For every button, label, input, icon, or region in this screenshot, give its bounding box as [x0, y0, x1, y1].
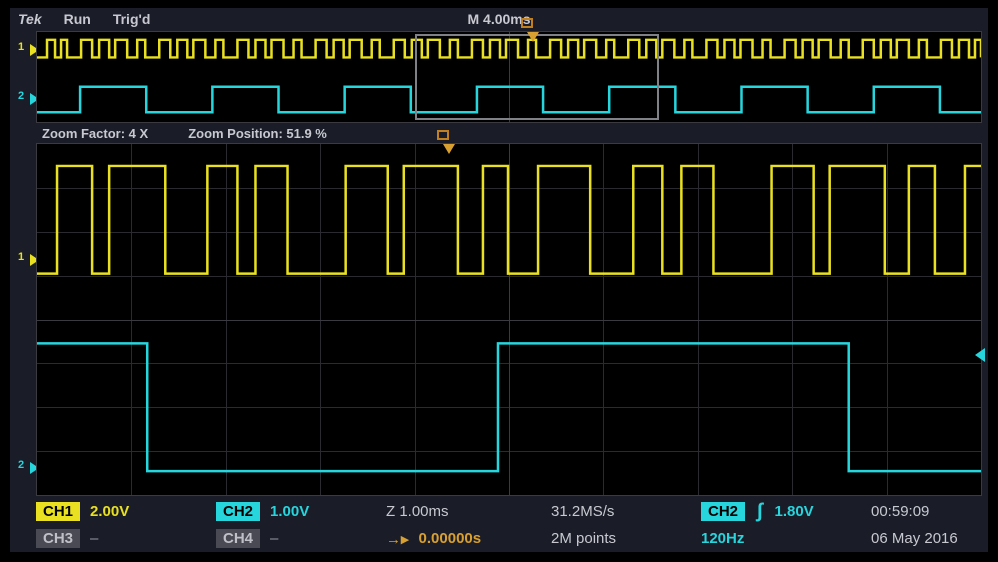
- overview-ch2-marker: 2: [20, 92, 34, 106]
- delay-readout: →▸ 0.00000s: [386, 530, 551, 548]
- trigger-level-value: 1.80V: [774, 503, 813, 520]
- main-waveforms: [37, 144, 981, 495]
- frequency-readout: 120Hz: [701, 530, 871, 547]
- main-graticule[interactable]: [36, 143, 982, 496]
- trigger-state: Trig'd: [113, 11, 151, 27]
- ch1-readout[interactable]: CH1 2.00V: [36, 502, 216, 521]
- footer-readouts: CH1 2.00V CH2 1.00V Z 1.00ms 31.2MS/s CH…: [36, 498, 982, 552]
- brand-label: Tek: [18, 11, 42, 27]
- zoom-factor-label: Zoom Factor: 4 X: [42, 126, 148, 141]
- zoom-timebase-readout: Z 1.00ms: [386, 503, 551, 520]
- run-state: Run: [64, 11, 91, 27]
- ch2-scale: 1.00V: [270, 503, 309, 520]
- ch3-scale: –: [90, 530, 98, 547]
- ch4-scale: –: [270, 530, 278, 547]
- time-readout: 00:59:09: [871, 503, 986, 520]
- delay-arrow-icon: →▸: [386, 530, 409, 548]
- trigger-readout[interactable]: CH2 ∫ 1.80V: [701, 500, 871, 523]
- delay-value: 0.00000s: [419, 530, 482, 547]
- main-ch1-marker: 1: [20, 253, 34, 267]
- zoom-position-label: Zoom Position: 51.9 %: [188, 126, 327, 141]
- ch4-readout[interactable]: CH4 –: [216, 529, 386, 548]
- trigger-edge-icon: ∫: [757, 500, 762, 523]
- trigger-source-badge: CH2: [701, 502, 745, 521]
- ch2-badge: CH2: [216, 502, 260, 521]
- ch1-badge: CH1: [36, 502, 80, 521]
- ch1-scale: 2.00V: [90, 503, 129, 520]
- overview-ch1-marker: 1: [20, 43, 34, 57]
- ch2-readout[interactable]: CH2 1.00V: [216, 502, 386, 521]
- zoom-bracket-right[interactable]: [651, 34, 659, 120]
- main-ch2-marker: 2: [20, 461, 34, 475]
- date-readout: 06 May 2016: [871, 530, 986, 547]
- zoom-bracket-span[interactable]: [422, 34, 658, 120]
- ch3-readout[interactable]: CH3 –: [36, 529, 216, 548]
- overview-graticule[interactable]: [36, 31, 982, 123]
- record-length-readout: 2M points: [551, 530, 701, 547]
- ch4-badge: CH4: [216, 529, 260, 548]
- header-bar: Tek Run Trig'd M 4.00ms: [10, 8, 988, 30]
- ch3-badge: CH3: [36, 529, 80, 548]
- sample-rate-readout: 31.2MS/s: [551, 503, 701, 520]
- trigger-level-marker[interactable]: [975, 348, 985, 362]
